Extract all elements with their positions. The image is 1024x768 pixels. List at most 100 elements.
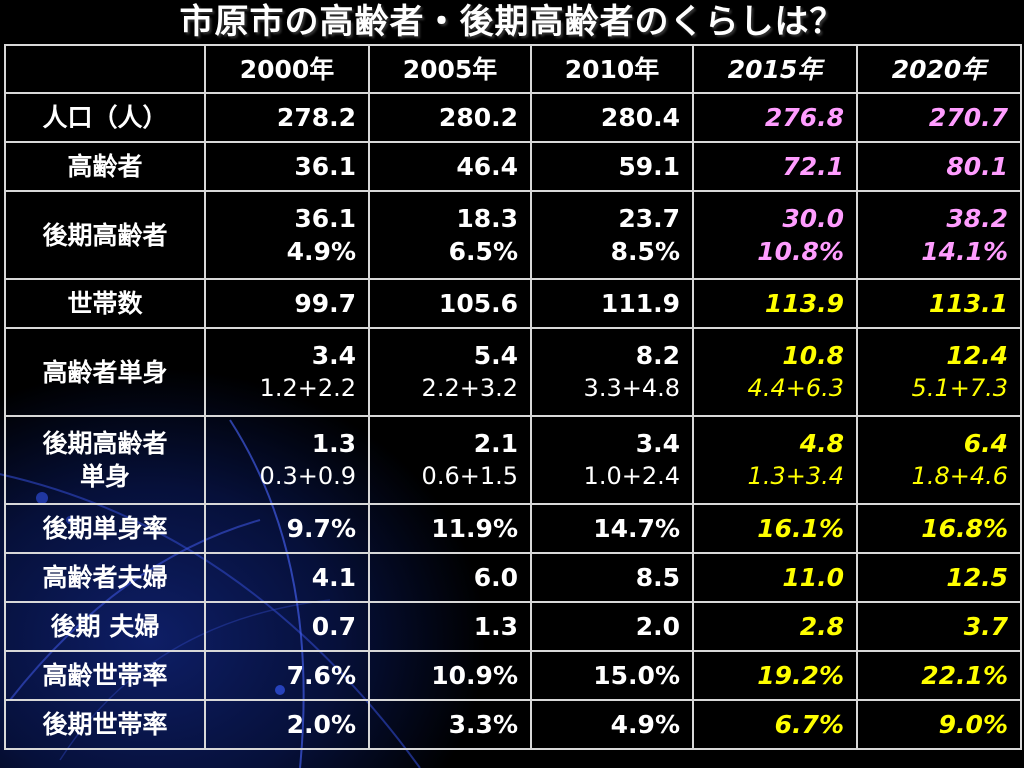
value-cell: 23.7 8.5% xyxy=(530,190,694,280)
table-row: 世帯数 99.7 105.6 111.9 113.9 113.1 xyxy=(4,278,1022,329)
value-cell: 0.7 xyxy=(204,601,370,652)
value-cell: 14.7% xyxy=(530,503,694,554)
cell-value: 19.2% xyxy=(757,661,844,690)
row-label-line: 単身 xyxy=(79,462,130,491)
cell-subvalue: 4.9% xyxy=(286,237,356,266)
cell-value: 4.1 xyxy=(311,563,356,592)
cell-value: 22.1% xyxy=(921,661,1008,690)
cell-value: 111.9 xyxy=(600,289,680,318)
value-cell: 36.1 xyxy=(204,141,370,192)
value-cell: 9.0% xyxy=(856,699,1022,750)
value-cell: 6.0 xyxy=(368,552,532,603)
cell-subvalue: 3.3+4.8 xyxy=(583,374,680,402)
value-cell: 3.3% xyxy=(368,699,532,750)
cell-subvalue: 10.8% xyxy=(757,237,844,266)
cell-value: 4.8 xyxy=(799,429,844,458)
value-cell: 270.7 xyxy=(856,92,1022,143)
cell-value: 10.8 xyxy=(782,341,844,370)
cell-value: 23.7 xyxy=(618,204,680,233)
value-cell: 105.6 xyxy=(368,278,532,329)
column-header: 2010年 xyxy=(530,44,694,94)
column-header: 2005年 xyxy=(368,44,532,94)
cell-value: 36.1 xyxy=(294,204,356,233)
cell-value: 14.7% xyxy=(593,514,680,543)
cell-subvalue: 4.4+6.3 xyxy=(747,374,844,402)
value-cell: 80.1 xyxy=(856,141,1022,192)
cell-subvalue: 6.5% xyxy=(448,237,518,266)
cell-subvalue: 1.3+3.4 xyxy=(747,462,844,490)
table-row: 後期世帯率 2.0% 3.3% 4.9% 6.7% 9.0% xyxy=(4,699,1022,750)
row-label: 世帯数 xyxy=(4,278,206,329)
value-cell: 9.7% xyxy=(204,503,370,554)
table-row: 後期単身率 9.7% 11.9% 14.7% 16.1% 16.8% xyxy=(4,503,1022,554)
value-cell: 30.0 10.8% xyxy=(692,190,858,280)
cell-subvalue: 5.1+7.3 xyxy=(911,374,1008,402)
value-cell: 8.5 xyxy=(530,552,694,603)
cell-value: 12.5 xyxy=(946,563,1008,592)
data-table: 2000年 2005年 2010年 2015年 2020年 人口（人） 278.2 280.… xyxy=(4,44,1022,750)
value-cell: 12.5 xyxy=(856,552,1022,603)
value-cell: 3.7 xyxy=(856,601,1022,652)
row-label: 後期 夫婦 xyxy=(4,601,206,652)
cell-value: 11.0 xyxy=(782,563,844,592)
cell-value: 36.1 xyxy=(294,152,356,181)
slide-title: 市原市の高齢者・後期高齢者のくらしは？ xyxy=(179,2,845,42)
table-row: 後期高齢者 36.1 4.9% 18.3 6.5% 23.7 8.5% 30.0 10.8% 38… xyxy=(4,190,1022,280)
cell-value: 99.7 xyxy=(294,289,356,318)
cell-value: 5.4 xyxy=(473,341,518,370)
value-cell: 8.2 3.3+4.8 xyxy=(530,327,694,417)
cell-value: 80.1 xyxy=(946,152,1008,181)
value-cell: 15.0% xyxy=(530,650,694,701)
cell-value: 0.7 xyxy=(311,612,356,641)
cell-subvalue: 1.2+2.2 xyxy=(259,374,356,402)
value-cell: 276.8 xyxy=(692,92,858,143)
value-cell: 4.1 xyxy=(204,552,370,603)
column-header: 2020年 xyxy=(856,44,1022,94)
cell-value: 1.3 xyxy=(311,429,356,458)
cell-value: 6.7% xyxy=(774,710,844,739)
table-body: 人口（人） 278.2 280.2 280.4 276.8 270.7 高齢者 36.1 46.… xyxy=(4,92,1022,750)
value-cell: 16.1% xyxy=(692,503,858,554)
cell-subvalue: 14.1% xyxy=(921,237,1008,266)
table-row: 高齢者夫婦 4.1 6.0 8.5 11.0 12.5 xyxy=(4,552,1022,603)
value-cell: 16.8% xyxy=(856,503,1022,554)
row-label: 高齢世帯率 xyxy=(4,650,206,701)
cell-value: 16.1% xyxy=(757,514,844,543)
table-row: 後期 夫婦 0.7 1.3 2.0 2.8 3.7 xyxy=(4,601,1022,652)
value-cell: 4.8 1.3+3.4 xyxy=(692,415,858,505)
row-label: 高齢者夫婦 xyxy=(4,552,206,603)
value-cell: 3.4 1.2+2.2 xyxy=(204,327,370,417)
value-cell: 36.1 4.9% xyxy=(204,190,370,280)
value-cell: 46.4 xyxy=(368,141,532,192)
column-header: 2000年 xyxy=(204,44,370,94)
value-cell: 10.9% xyxy=(368,650,532,701)
corner-cell xyxy=(4,44,206,94)
value-cell: 7.6% xyxy=(204,650,370,701)
value-cell: 5.4 2.2+3.2 xyxy=(368,327,532,417)
cell-value: 276.8 xyxy=(764,103,844,132)
value-cell: 2.0% xyxy=(204,699,370,750)
cell-value: 11.9% xyxy=(431,514,518,543)
row-label: 後期単身率 xyxy=(4,503,206,554)
cell-value: 2.1 xyxy=(473,429,518,458)
value-cell: 3.4 1.0+2.4 xyxy=(530,415,694,505)
value-cell: 22.1% xyxy=(856,650,1022,701)
cell-value: 4.9% xyxy=(610,710,680,739)
cell-value: 278.2 xyxy=(276,103,356,132)
cell-value: 9.0% xyxy=(938,710,1008,739)
value-cell: 6.4 1.8+4.6 xyxy=(856,415,1022,505)
cell-value: 46.4 xyxy=(456,152,518,181)
header-row: 2000年 2005年 2010年 2015年 2020年 xyxy=(4,44,1022,94)
value-cell: 280.2 xyxy=(368,92,532,143)
value-cell: 2.0 xyxy=(530,601,694,652)
cell-value: 8.5 xyxy=(635,563,680,592)
value-cell: 113.1 xyxy=(856,278,1022,329)
cell-value: 7.6% xyxy=(286,661,356,690)
cell-value: 113.9 xyxy=(764,289,844,318)
value-cell: 11.9% xyxy=(368,503,532,554)
row-label: 高齢者単身 xyxy=(4,327,206,417)
value-cell: 11.0 xyxy=(692,552,858,603)
table-row: 高齢者 36.1 46.4 59.1 72.1 80.1 xyxy=(4,141,1022,192)
cell-value: 8.2 xyxy=(635,341,680,370)
